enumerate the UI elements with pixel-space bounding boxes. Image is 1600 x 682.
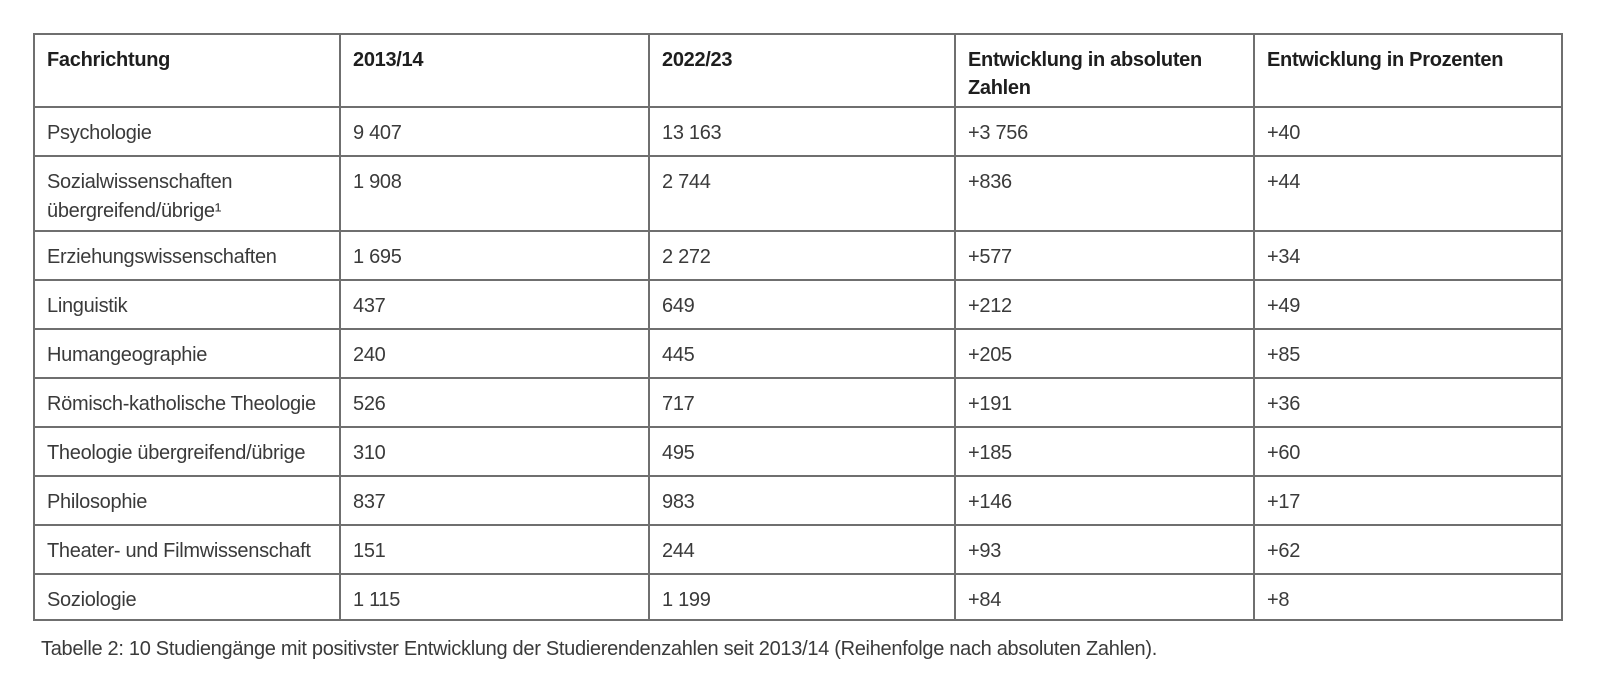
cell-entwicklung-absolut: +212 [954,279,1255,330]
table-row: Römisch-katholische Theologie 526 717 +1… [33,377,1563,428]
cell-fachrichtung: Philosophie [33,475,341,526]
cell-2013-14: 526 [339,377,650,428]
cell-2013-14: 9 407 [339,106,650,157]
cell-fachrichtung: Theologie übergreifend/übrige [33,426,341,477]
column-header-2013-14: 2013/14 [339,33,650,108]
cell-2013-14: 837 [339,475,650,526]
table-row: Theologie übergreifend/übrige 310 495 +1… [33,426,1563,477]
cell-2022-23: 717 [648,377,956,428]
cell-entwicklung-prozent: +62 [1253,524,1563,575]
cell-2022-23: 649 [648,279,956,330]
table-row: Theater- und Filmwissenschaft 151 244 +9… [33,524,1563,575]
cell-entwicklung-absolut: +191 [954,377,1255,428]
table-row: Sozialwissenschaften übergreifend/übrige… [33,155,1563,232]
cell-fachrichtung: Psychologie [33,106,341,157]
column-header-fachrichtung: Fachrichtung [33,33,341,108]
cell-entwicklung-absolut: +84 [954,573,1255,621]
cell-entwicklung-prozent: +34 [1253,230,1563,281]
cell-fachrichtung: Erziehungswissenschaften [33,230,341,281]
cell-entwicklung-prozent: +36 [1253,377,1563,428]
cell-entwicklung-absolut: +93 [954,524,1255,575]
cell-fachrichtung: Soziologie [33,573,341,621]
cell-fachrichtung: Linguistik [33,279,341,330]
cell-2013-14: 437 [339,279,650,330]
table-caption: Tabelle 2: 10 Studiengänge mit positivst… [41,638,1157,660]
cell-entwicklung-absolut: +577 [954,230,1255,281]
cell-2013-14: 240 [339,328,650,379]
cell-2013-14: 151 [339,524,650,575]
header-row: Fachrichtung 2013/14 2022/23 Entwicklung… [33,33,1563,108]
cell-2022-23: 1 199 [648,573,956,621]
cell-fachrichtung: Sozialwissenschaften übergreifend/übrige… [33,155,341,232]
column-header-2022-23: 2022/23 [648,33,956,108]
table-row: Soziologie 1 115 1 199 +84 +8 [33,573,1563,621]
cell-entwicklung-absolut: +146 [954,475,1255,526]
cell-2013-14: 1 115 [339,573,650,621]
cell-2022-23: 495 [648,426,956,477]
cell-2022-23: 2 272 [648,230,956,281]
studiengaenge-table: Fachrichtung 2013/14 2022/23 Entwicklung… [33,33,1563,621]
cell-2022-23: 13 163 [648,106,956,157]
cell-fachrichtung: Humangeographie [33,328,341,379]
table-row: Linguistik 437 649 +212 +49 [33,279,1563,330]
cell-2022-23: 244 [648,524,956,575]
cell-2013-14: 1 695 [339,230,650,281]
cell-fachrichtung: Römisch-katholische Theologie [33,377,341,428]
cell-2013-14: 1 908 [339,155,650,232]
column-header-entwicklung-absolut: Entwicklung in absoluten Zahlen [954,33,1255,108]
cell-fachrichtung: Theater- und Filmwissenschaft [33,524,341,575]
table-row: Philosophie 837 983 +146 +17 [33,475,1563,526]
cell-entwicklung-absolut: +3 756 [954,106,1255,157]
cell-entwicklung-prozent: +40 [1253,106,1563,157]
cell-2022-23: 2 744 [648,155,956,232]
cell-2013-14: 310 [339,426,650,477]
column-header-entwicklung-prozent: Entwicklung in Prozenten [1253,33,1563,108]
cell-entwicklung-prozent: +60 [1253,426,1563,477]
cell-entwicklung-prozent: +44 [1253,155,1563,232]
cell-entwicklung-prozent: +85 [1253,328,1563,379]
cell-entwicklung-prozent: +17 [1253,475,1563,526]
cell-entwicklung-prozent: +49 [1253,279,1563,330]
table-row: Humangeographie 240 445 +205 +85 [33,328,1563,379]
table-row: Psychologie 9 407 13 163 +3 756 +40 [33,106,1563,157]
cell-entwicklung-absolut: +185 [954,426,1255,477]
table-row: Erziehungswissenschaften 1 695 2 272 +57… [33,230,1563,281]
cell-2022-23: 445 [648,328,956,379]
cell-2022-23: 983 [648,475,956,526]
document-page: Fachrichtung 2013/14 2022/23 Entwicklung… [33,33,1563,661]
cell-entwicklung-prozent: +8 [1253,573,1563,621]
cell-entwicklung-absolut: +205 [954,328,1255,379]
cell-entwicklung-absolut: +836 [954,155,1255,232]
